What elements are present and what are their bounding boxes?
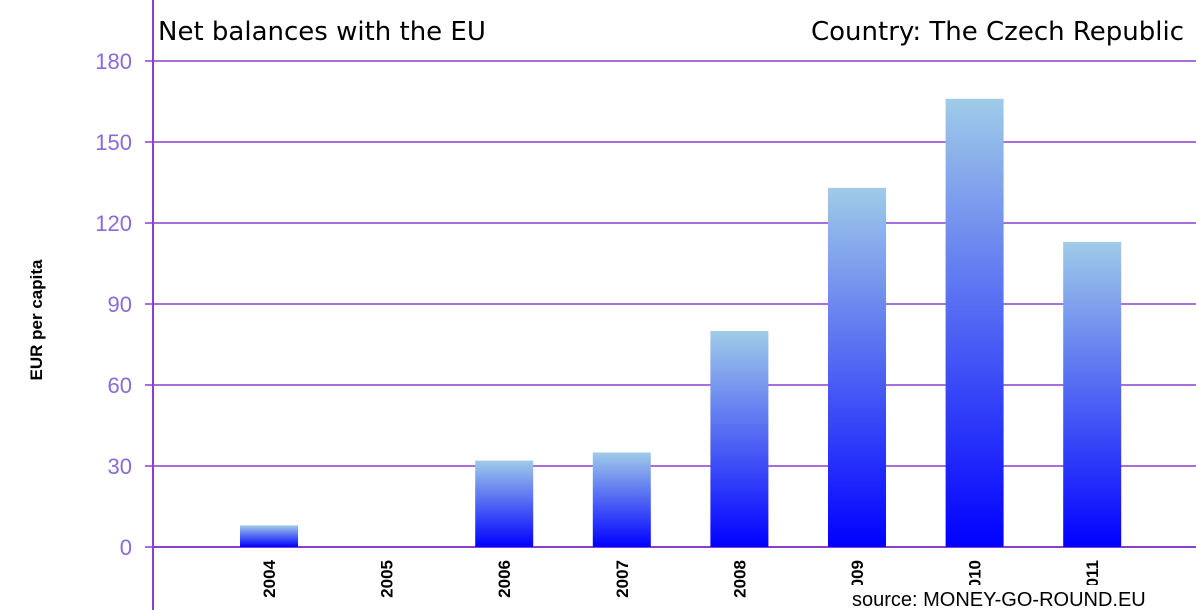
source-background [848,585,1188,610]
y-axis-label: EUR per capita [27,259,46,380]
bar-2004 [240,525,298,547]
source-note: source: MONEY-GO-ROUND.EU [848,585,1188,610]
bar-2008 [710,331,769,547]
chart-subtitle: Country: The Czech Republic [811,17,1184,47]
bar-2009 [828,187,886,547]
y-tick-label: 90 [108,292,132,317]
grid-lines [145,60,1196,548]
y-tick-label: 60 [108,373,132,398]
x-tick-label: 2006 [495,560,514,598]
x-tick-label: 2008 [730,560,749,598]
x-tick-label: 2004 [260,559,279,597]
y-tick-labels: 0 30 60 90 120 150 180 [95,49,132,560]
y-tick-label: 30 [108,454,132,479]
x-tick-label: 2007 [613,560,632,598]
bars [240,98,1122,548]
y-tick-label: 120 [95,211,132,236]
y-tick-label: 150 [95,130,132,155]
bar-2007 [592,452,651,547]
bar-2011 [1063,241,1122,547]
chart-title: Net balances with the EU [158,17,486,47]
y-tick-label: 180 [95,49,132,74]
source-text: source: MONEY-GO-ROUND.EU [852,589,1146,610]
y-tick-label: 0 [120,535,132,560]
bar-2006 [475,460,534,547]
bar-2010 [945,98,1004,548]
x-tick-label: 2005 [378,560,397,598]
